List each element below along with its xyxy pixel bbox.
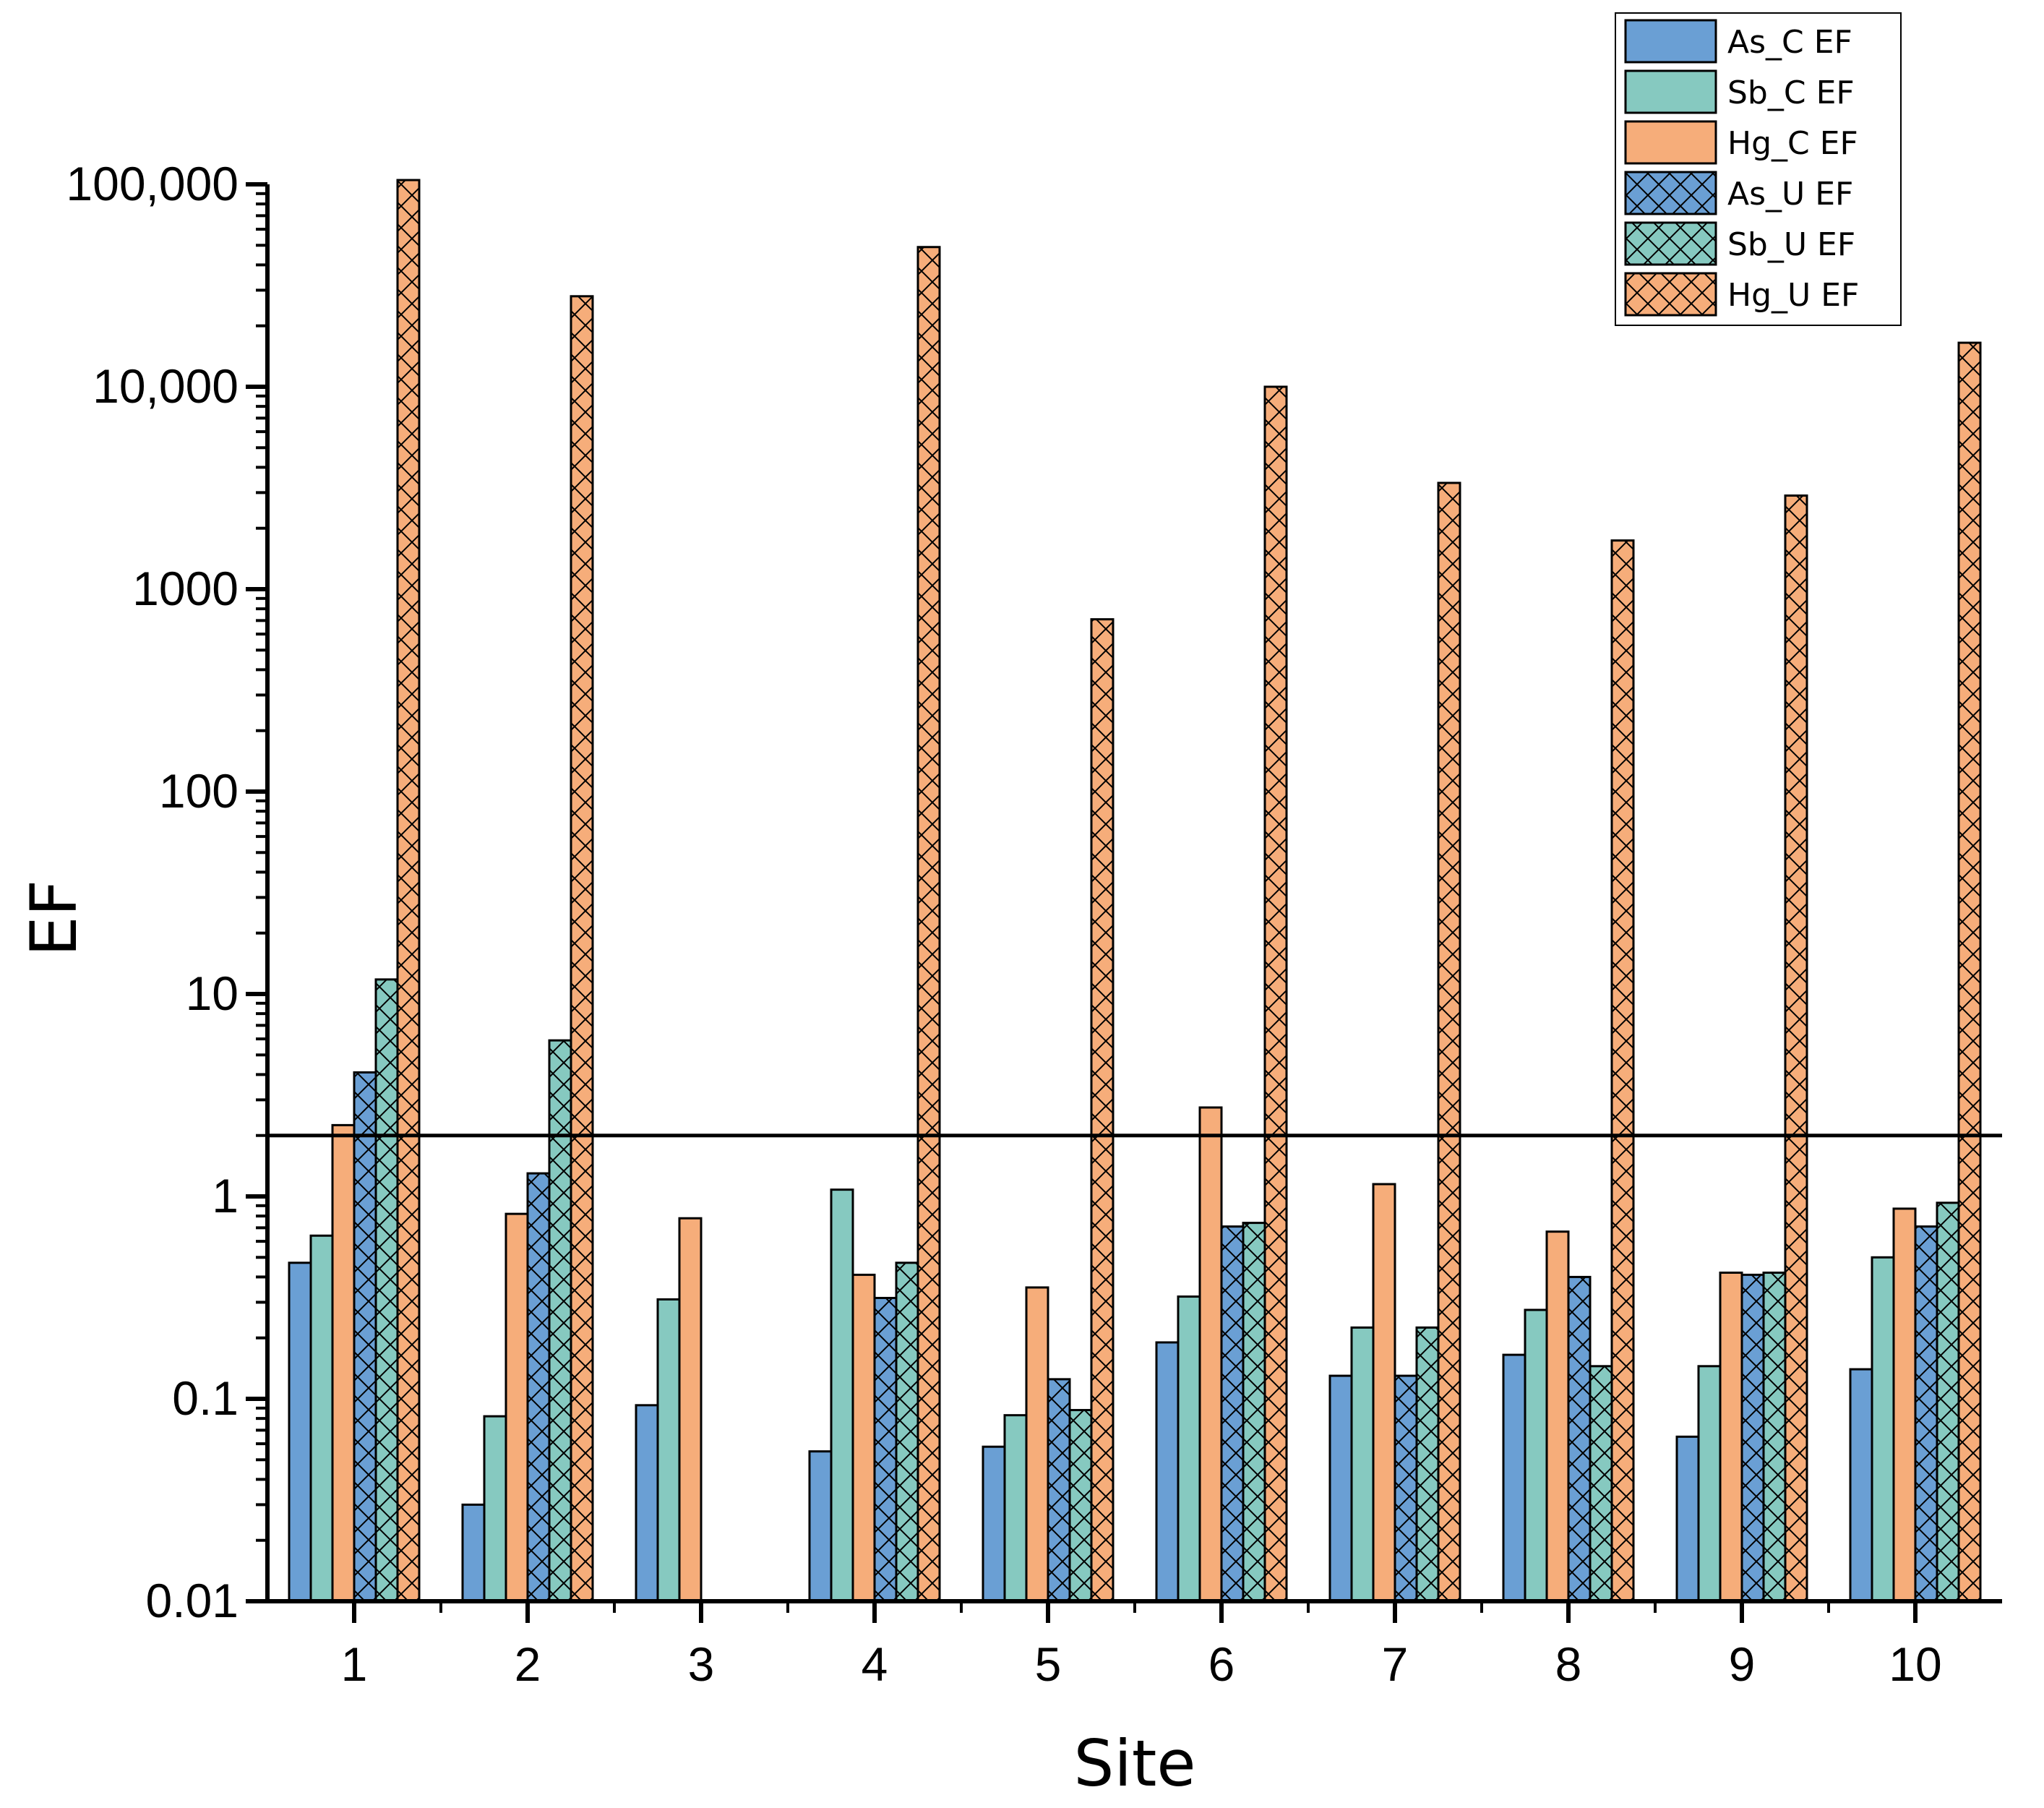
bar-as_c-ef-site-4 bbox=[808, 1450, 833, 1603]
legend-swatch-sb_c-ef bbox=[1624, 69, 1717, 114]
bar-hg_c-ef-site-2 bbox=[504, 1212, 529, 1603]
bar-sb_u-ef-site-4 bbox=[895, 1261, 919, 1603]
axes-layer: 0.01 0.1 1 10 100 1000 10,000 100,000 1 2 3 4 5 6 7 8 9 1… bbox=[66, 157, 2002, 1691]
bar-sb_c-ef-site-6 bbox=[1177, 1295, 1201, 1603]
bar-as_c-ef-site-10 bbox=[1849, 1368, 1873, 1603]
bar-hg_u-ef-site-7 bbox=[1437, 481, 1461, 1603]
legend-swatch-as_u-ef bbox=[1624, 171, 1717, 215]
bar-sb_u-ef-site-9 bbox=[1762, 1271, 1787, 1603]
bar-hg_c-ef-site-1 bbox=[331, 1123, 356, 1603]
legend-label: Sb_C EF bbox=[1727, 74, 1855, 111]
bar-as_u-ef-site-9 bbox=[1740, 1273, 1765, 1603]
bar-as_c-ef-site-2 bbox=[461, 1503, 486, 1603]
x-tick-label: 4 bbox=[862, 1637, 888, 1691]
y-tick-label: 10,000 bbox=[93, 359, 239, 413]
bar-hg_c-ef-site-8 bbox=[1545, 1230, 1570, 1603]
bar-hg_c-ef-site-4 bbox=[851, 1273, 876, 1603]
bar-hg_u-ef-site-5 bbox=[1090, 618, 1115, 1603]
bar-as_u-ef-site-6 bbox=[1220, 1225, 1245, 1603]
bar-hg_c-ef-site-5 bbox=[1025, 1286, 1049, 1603]
legend-label: Sb_U EF bbox=[1727, 226, 1855, 263]
bar-as_c-ef-site-9 bbox=[1675, 1435, 1700, 1603]
x-tick-label: 6 bbox=[1208, 1637, 1235, 1691]
bar-hg_u-ef-site-4 bbox=[916, 246, 941, 1603]
bar-hg_c-ef-site-3 bbox=[678, 1217, 703, 1603]
y-axis-title: EF bbox=[17, 880, 91, 956]
legend-label: As_U EF bbox=[1727, 176, 1853, 213]
bar-as_u-ef-site-7 bbox=[1394, 1374, 1418, 1603]
legend-label: Hg_U EF bbox=[1727, 277, 1859, 314]
legend-swatch-as_c-ef bbox=[1624, 19, 1717, 64]
bar-hg_u-ef-site-9 bbox=[1784, 494, 1808, 1603]
y-tick-label: 0.01 bbox=[146, 1574, 239, 1627]
y-tick-label: 100,000 bbox=[66, 157, 239, 210]
bar-as_u-ef-site-8 bbox=[1567, 1275, 1592, 1603]
bar-hg_u-ef-site-10 bbox=[1957, 341, 1982, 1603]
bar-as_u-ef-site-4 bbox=[873, 1296, 898, 1603]
bar-sb_u-ef-site-10 bbox=[1936, 1201, 1960, 1603]
x-tick-label: 8 bbox=[1555, 1637, 1582, 1691]
x-tick-label: 3 bbox=[688, 1637, 715, 1691]
y-tick-label: 10 bbox=[186, 967, 239, 1020]
bar-hg_c-ef-site-9 bbox=[1719, 1271, 1743, 1603]
x-tick-label: 7 bbox=[1382, 1637, 1409, 1691]
x-tick-label: 1 bbox=[341, 1637, 368, 1691]
bar-sb_u-ef-site-6 bbox=[1242, 1222, 1266, 1603]
bar-sb_c-ef-site-2 bbox=[483, 1415, 507, 1603]
x-tick-label: 9 bbox=[1729, 1637, 1756, 1691]
legend-label: Hg_C EF bbox=[1727, 125, 1858, 162]
x-tick-label: 2 bbox=[515, 1637, 541, 1691]
series-hg_u-ef bbox=[396, 179, 1982, 1603]
y-tick-label: 0.1 bbox=[172, 1371, 239, 1425]
bar-hg_u-ef-site-1 bbox=[396, 179, 421, 1603]
bar-sb_c-ef-site-4 bbox=[830, 1188, 854, 1603]
bar-sb_c-ef-site-1 bbox=[309, 1234, 334, 1603]
y-tick-label: 1000 bbox=[132, 562, 239, 615]
bar-hg_c-ef-site-6 bbox=[1198, 1106, 1223, 1603]
bar-sb_u-ef-site-2 bbox=[548, 1039, 572, 1603]
legend-swatch-hg_c-ef bbox=[1624, 120, 1717, 165]
bar-sb_c-ef-site-10 bbox=[1871, 1256, 1895, 1603]
bar-hg_u-ef-site-2 bbox=[570, 295, 594, 1603]
bar-hg_c-ef-site-10 bbox=[1892, 1207, 1917, 1603]
bar-as_u-ef-site-10 bbox=[1914, 1225, 1938, 1603]
bar-as_c-ef-site-8 bbox=[1502, 1353, 1526, 1603]
y-tick-label: 1 bbox=[212, 1169, 239, 1222]
y-tick-label: 100 bbox=[159, 764, 239, 818]
bar-hg_u-ef-site-8 bbox=[1610, 539, 1635, 1603]
legend-label: As_C EF bbox=[1727, 24, 1852, 61]
bar-sb_c-ef-site-9 bbox=[1697, 1365, 1722, 1603]
bar-sb_c-ef-site-3 bbox=[656, 1298, 681, 1603]
bar-sb_c-ef-site-8 bbox=[1524, 1308, 1548, 1603]
bar-as_c-ef-site-6 bbox=[1155, 1341, 1180, 1603]
bar-as_u-ef-site-1 bbox=[353, 1071, 377, 1603]
bar-as_c-ef-site-7 bbox=[1328, 1374, 1353, 1603]
bar-sb_c-ef-site-5 bbox=[1003, 1414, 1028, 1603]
bar-sb_u-ef-site-7 bbox=[1415, 1326, 1440, 1603]
bar-as_c-ef-site-5 bbox=[982, 1445, 1006, 1603]
series-as_c-ef bbox=[288, 1261, 1873, 1603]
legend-swatch-sb_u-ef bbox=[1624, 221, 1717, 266]
bar-as_u-ef-site-5 bbox=[1047, 1378, 1071, 1603]
legend-swatch-hg_u-ef bbox=[1624, 272, 1717, 317]
x-tick-label: 10 bbox=[1889, 1637, 1941, 1691]
x-tick-label: 5 bbox=[1035, 1637, 1062, 1691]
bar-as_c-ef-site-3 bbox=[635, 1404, 659, 1603]
bar-sb_u-ef-site-1 bbox=[374, 978, 399, 1603]
bar-hg_c-ef-site-7 bbox=[1372, 1183, 1396, 1603]
bars-layer bbox=[288, 179, 1982, 1603]
bar-hg_u-ef-site-6 bbox=[1263, 385, 1288, 1603]
bar-as_u-ef-site-2 bbox=[526, 1172, 551, 1603]
bar-as_c-ef-site-1 bbox=[288, 1261, 312, 1603]
bar-sb_u-ef-site-5 bbox=[1068, 1409, 1093, 1603]
legend: As_C EF Sb_C EF Hg_C EF As_U EF Sb_U EF Hg_U … bbox=[1615, 12, 1902, 326]
x-axis-title: Site bbox=[1074, 1726, 1196, 1801]
bar-sb_u-ef-site-8 bbox=[1589, 1365, 1613, 1603]
bar-sb_c-ef-site-7 bbox=[1350, 1326, 1375, 1603]
